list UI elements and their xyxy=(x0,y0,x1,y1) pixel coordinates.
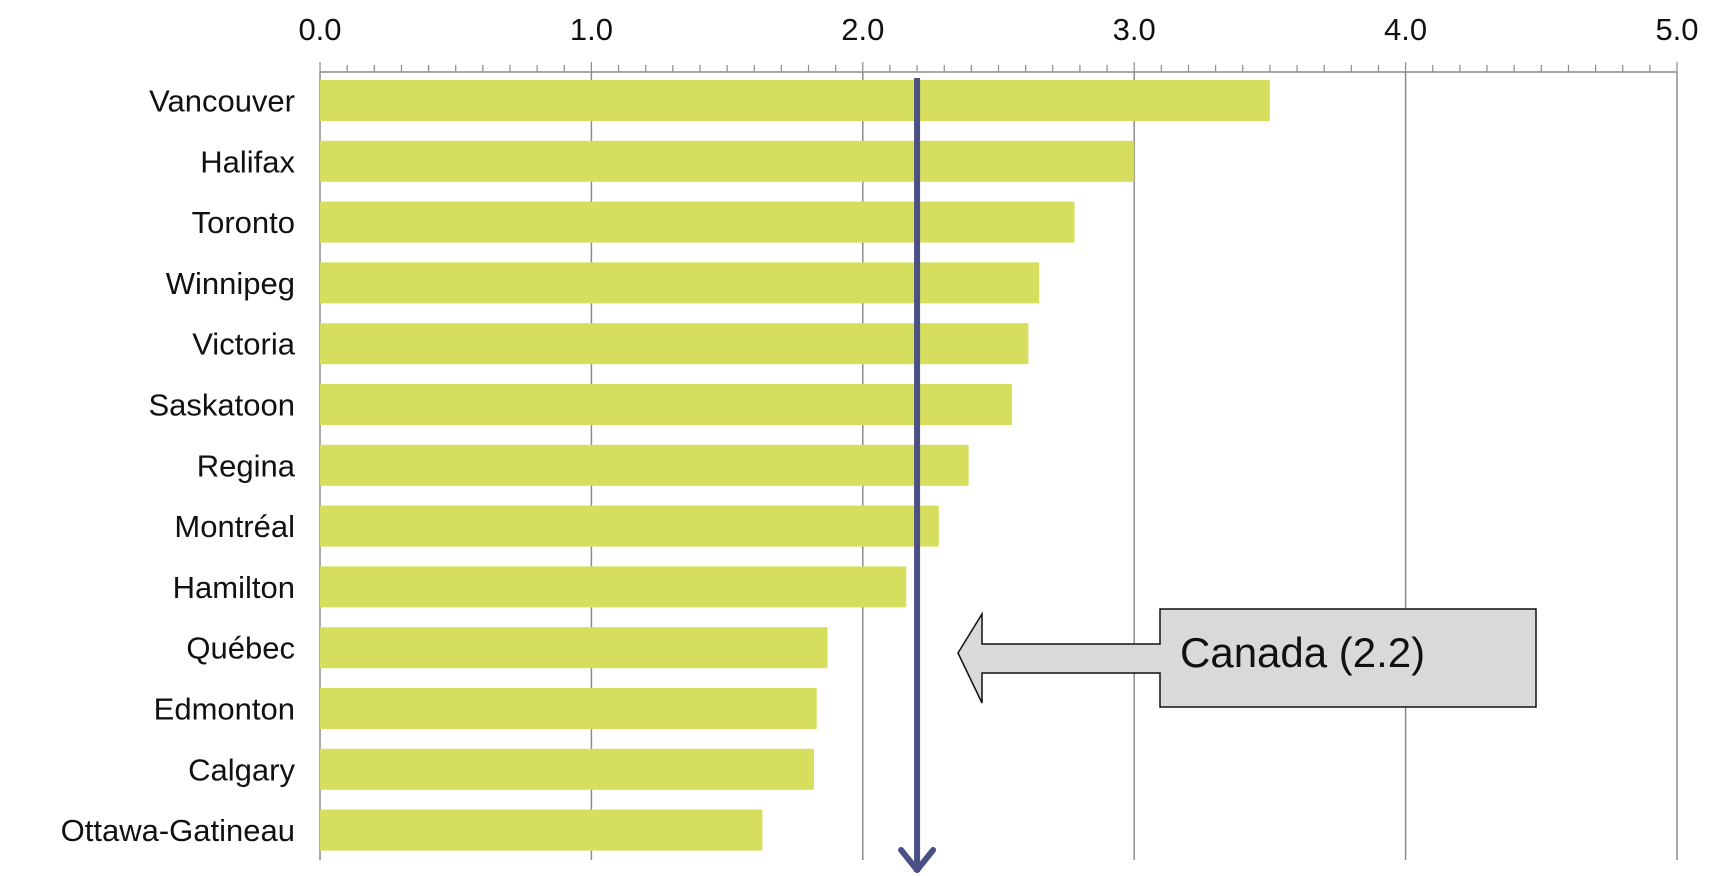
bar xyxy=(320,627,828,669)
x-axis: 0.0 1.0 2.0 3.0 4.0 5.0 xyxy=(298,12,1699,73)
x-tick-label: 0.0 xyxy=(298,12,341,47)
x-tick-label: 4.0 xyxy=(1384,12,1427,47)
bar xyxy=(320,262,1040,304)
category-label: Montréal xyxy=(174,509,295,544)
category-label: Saskatoon xyxy=(149,388,296,423)
callout: Canada (2.2) xyxy=(957,608,1537,708)
category-label: Regina xyxy=(197,448,296,483)
bar xyxy=(320,444,969,486)
category-label: Québec xyxy=(186,631,295,666)
category-labels: Vancouver Halifax Toronto Winnipeg Victoria S… xyxy=(61,84,296,849)
bar xyxy=(320,688,817,729)
x-tick-label: 2.0 xyxy=(841,12,884,47)
bar xyxy=(320,748,814,790)
bar xyxy=(320,201,1075,243)
reference-arrowhead xyxy=(898,847,937,873)
x-tick-label: 3.0 xyxy=(1113,12,1156,47)
category-label: Ottawa-Gatineau xyxy=(61,813,295,848)
x-tick-label: 1.0 xyxy=(570,12,613,47)
category-label: Edmonton xyxy=(154,692,295,727)
category-label: Vancouver xyxy=(149,84,295,119)
category-label: Toronto xyxy=(192,205,295,240)
bar xyxy=(320,323,1029,365)
reference-label: Canada (2.2) xyxy=(1180,629,1425,676)
bar xyxy=(320,566,907,608)
bar xyxy=(320,140,1135,182)
category-label: Winnipeg xyxy=(166,266,295,301)
bar xyxy=(320,505,939,547)
category-label: Calgary xyxy=(188,752,295,787)
bar xyxy=(320,809,763,851)
x-tick-label: 5.0 xyxy=(1655,12,1698,47)
bar xyxy=(320,384,1013,425)
bar xyxy=(320,80,1270,121)
category-label: Hamilton xyxy=(173,570,295,605)
reference-line-group xyxy=(898,78,937,873)
callout-arrow-box xyxy=(957,608,1537,708)
category-label: Halifax xyxy=(200,144,295,179)
bars xyxy=(320,80,1270,851)
category-label: Victoria xyxy=(192,327,296,362)
